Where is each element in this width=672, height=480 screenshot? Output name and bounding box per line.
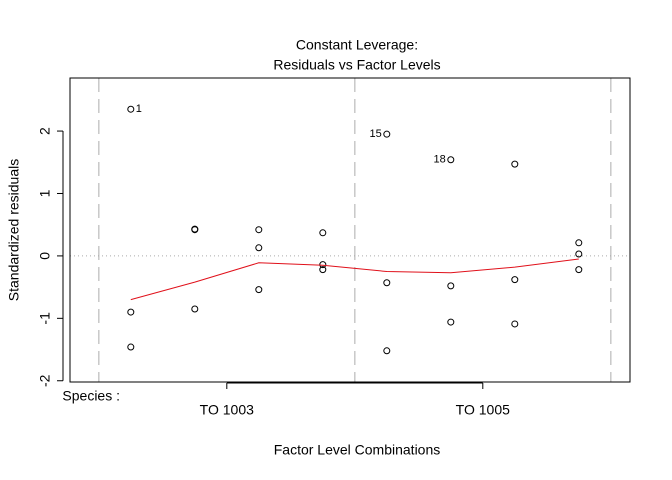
point [319, 266, 327, 274]
point [127, 105, 135, 113]
point [319, 229, 327, 237]
y-axis-label: Standardized residuals [6, 159, 22, 301]
point [255, 226, 263, 234]
point [575, 266, 583, 274]
point [447, 156, 455, 164]
x-axis-label: Factor Level Combinations [274, 442, 441, 458]
point [191, 226, 199, 234]
point [511, 276, 519, 284]
y-tick-label: 2 [37, 127, 53, 135]
x-tick-label: TO 1003 [200, 402, 254, 418]
chart-title: Constant Leverage: [296, 37, 418, 53]
y-tick-label: 1 [37, 189, 53, 197]
smooth-line [130, 258, 579, 301]
point [383, 347, 391, 355]
point [575, 239, 583, 247]
chart-subtitle: Residuals vs Factor Levels [273, 57, 440, 73]
point [511, 320, 519, 328]
point [191, 305, 199, 313]
point-label: 18 [434, 154, 446, 166]
point [447, 282, 455, 290]
x-tick-label: TO 1005 [456, 402, 510, 418]
point [127, 343, 135, 351]
point [447, 318, 455, 326]
point-label: 1 [136, 103, 142, 115]
point [319, 261, 327, 269]
factor-label: Species : [62, 388, 120, 404]
point [255, 244, 263, 252]
y-tick-label: 0 [37, 252, 53, 260]
point [383, 279, 391, 287]
point [127, 308, 135, 316]
y-tick-label: -2 [37, 374, 53, 387]
point [383, 130, 391, 138]
point [575, 250, 583, 258]
point [511, 160, 519, 168]
plot-frame [69, 77, 631, 383]
point [255, 286, 263, 294]
y-tick-label: -1 [37, 312, 53, 325]
point-label: 15 [370, 128, 382, 140]
